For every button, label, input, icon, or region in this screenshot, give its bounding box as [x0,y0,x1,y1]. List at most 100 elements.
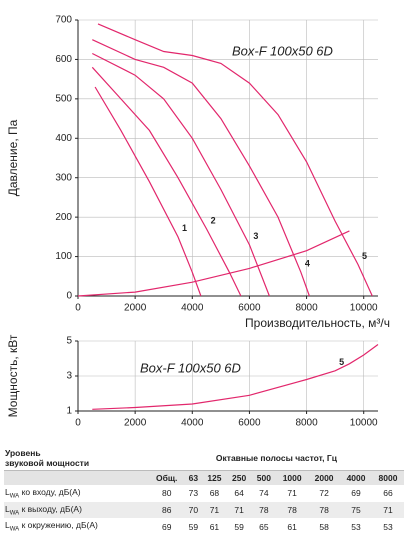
curve-label: 3 [253,231,258,241]
charts: 0 100 200 300 400 500 600 700 0 2000 4000 6000 8000 1… [6,15,390,429]
cell: 66 [383,488,393,499]
annotation: Box-F 100x50 6D [140,360,241,375]
subscript: WA [9,493,20,500]
x-tick-label: 8000 [295,303,318,314]
cell: 75 [340,501,372,519]
x-tick-label: 0 [75,418,81,429]
column-header: 125 [202,470,227,485]
cell: 74 [259,488,269,499]
cell: 69 [161,521,172,532]
x-tick-label: 2000 [124,303,147,314]
cell: 71 [372,501,404,519]
cell: 61 [287,521,297,532]
curve-label: 5 [339,357,344,367]
cell: 68 [209,488,220,499]
cell: 61 [209,521,220,532]
level-header: Уровень звуковой мощности [4,446,149,471]
cell: 72 [319,488,329,499]
blank [4,470,149,485]
cell: 59 [188,521,199,532]
curve [92,344,379,410]
curve-label: 1 [182,223,187,233]
x-tick-label: 2000 [124,418,147,429]
column-header: 8000 [372,470,404,485]
curve-label: 5 [362,251,367,261]
column-header: 250 [226,470,252,485]
y-tick-label: 300 [55,172,72,183]
y-axis-label: Давление, Па [6,119,20,196]
header-row: Уровень звуковой мощности Октавные полосы… [4,446,404,471]
bands-title: Октавные полосы частот, Гц [215,453,337,463]
cell: 65 [259,521,269,532]
column-header: 4000 [340,470,372,485]
curve [92,52,270,297]
table-row: LWA к окружению, дБ(А) 69 59 61 59 65 61 58 53 53 [4,518,404,535]
table-row: LWA к выходу, дБ(А) 86 70 71 71 78 78 78 75 71 [4,501,404,519]
curve [97,23,373,297]
y-tick-label: 100 [55,251,72,262]
cell: 73 [188,488,199,499]
x-tick-label: 0 [75,303,81,314]
y-axis-label: Мощность, кВт [6,334,20,417]
x-axis-label: Производительность, м³/ч [245,316,390,330]
column-header: 2000 [308,470,341,485]
cell: 70 [184,501,203,519]
y-tick-label: 1 [66,406,72,417]
curve [91,66,242,297]
annotation: Box-F 100x50 6D [232,43,333,58]
x-tick-label: 6000 [238,303,261,314]
column-header: 63 [184,470,203,485]
column-header: 1000 [276,470,309,485]
row-label: LWA к выходу, дБ(А) [4,501,149,519]
cell: 71 [202,501,227,519]
cell: 78 [308,501,341,519]
sound-table: Уровень звуковой мощности Октавные полосы… [4,446,404,535]
curve-label: 4 [305,259,310,269]
y-tick-label: 400 [55,133,72,144]
cell: 78 [251,501,277,519]
row-label: LWA к окружению, дБ(А) [4,518,149,535]
level-line: Уровень [5,448,41,458]
column-header: 500 [251,470,277,485]
symbol: L [5,487,10,497]
curve [94,86,202,297]
table-row: LWA ко входу, дБ(А) 80 73 68 64 74 71 72 69 66 [4,485,404,502]
symbol: L [5,503,10,514]
x-tick-label: 4000 [181,418,204,429]
cell: 69 [351,488,361,499]
y-tick-label: 3 [66,371,72,382]
row-text: к окружению, дБ(А) [21,520,98,531]
y-tick-label: 0 [66,291,72,302]
cell: 64 [234,488,244,499]
subscript: WA [9,510,20,517]
row-label: LWA ко входу, дБ(А) [4,485,149,502]
row-text: ко входу, дБ(А) [21,487,81,497]
cell: 71 [287,488,297,499]
curve [92,39,310,297]
row-text: к выходу, дБ(А) [21,503,82,514]
y-tick-label: 700 [55,15,72,26]
x-tick-label: 10000 [350,418,378,429]
x-tick-label: 6000 [238,418,261,429]
y-tick-label: 5 [66,336,72,347]
cell: 59 [234,521,244,532]
x-tick-label: 8000 [295,418,318,429]
cell: 80 [161,488,172,499]
level-line: звуковой мощности [5,458,90,468]
curve-label: 2 [211,215,216,225]
curve [77,230,350,297]
cell: 53 [351,521,361,532]
cell: 78 [276,501,309,519]
cell: 86 [148,501,185,519]
x-tick-label: 4000 [181,303,204,314]
cell: 53 [383,521,393,532]
y-tick-label: 600 [55,54,72,65]
symbol: L [5,520,10,531]
y-tick-label: 500 [55,93,72,104]
subscript: WA [9,527,20,534]
column-header: Общ. [148,470,185,485]
columns-row: Общ. 63 125 250 500 1000 2000 4000 8000 [4,470,404,485]
x-tick-label: 10000 [350,303,378,314]
y-tick-label: 200 [55,212,72,223]
